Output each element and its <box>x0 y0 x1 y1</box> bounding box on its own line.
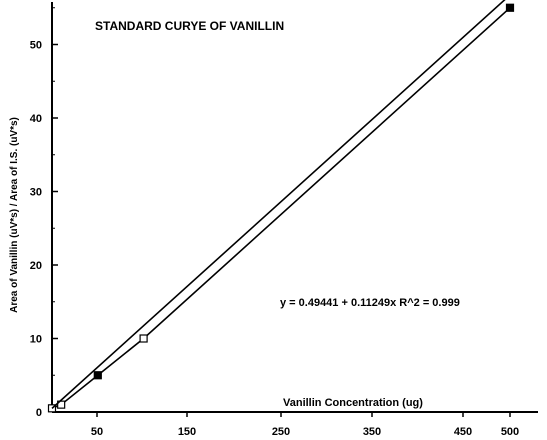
series <box>47 0 515 413</box>
chart-title: STANDARD CURYE OF VANILLIN <box>95 19 284 33</box>
data-series-line <box>51 7 511 410</box>
y-tick-label: 30 <box>30 187 42 199</box>
y-tick-label: 0 <box>36 407 42 419</box>
y-axis-title: Area of Vanillin (uV*s) / Area of I.S. (… <box>9 117 20 313</box>
data-point-marker <box>505 3 515 12</box>
x-tick-label: 150 <box>178 426 196 438</box>
data-point-marker <box>93 371 102 380</box>
x-tick-label: 350 <box>363 426 381 438</box>
x-tick-label: 250 <box>272 426 290 438</box>
ticks: 0 10 20 30 40 50 50 150 250 350 450 500 <box>30 7 519 438</box>
y-tick-label: 40 <box>30 113 42 125</box>
regression-equation: y = 0.49441 + 0.11249x R^2 = 0.999 <box>280 297 460 309</box>
x-tick-label: 450 <box>454 426 472 438</box>
axes <box>51 2 538 413</box>
x-tick-label: 50 <box>91 426 103 438</box>
x-tick-label: 500 <box>501 426 519 438</box>
fit-line <box>51 0 506 409</box>
data-point-marker <box>139 334 148 343</box>
y-tick-label: 50 <box>30 40 42 52</box>
x-axis-title: Vanillin Concentration (ug) <box>283 397 423 409</box>
y-tick-label: 20 <box>30 260 42 272</box>
y-tick-label: 10 <box>30 334 42 346</box>
